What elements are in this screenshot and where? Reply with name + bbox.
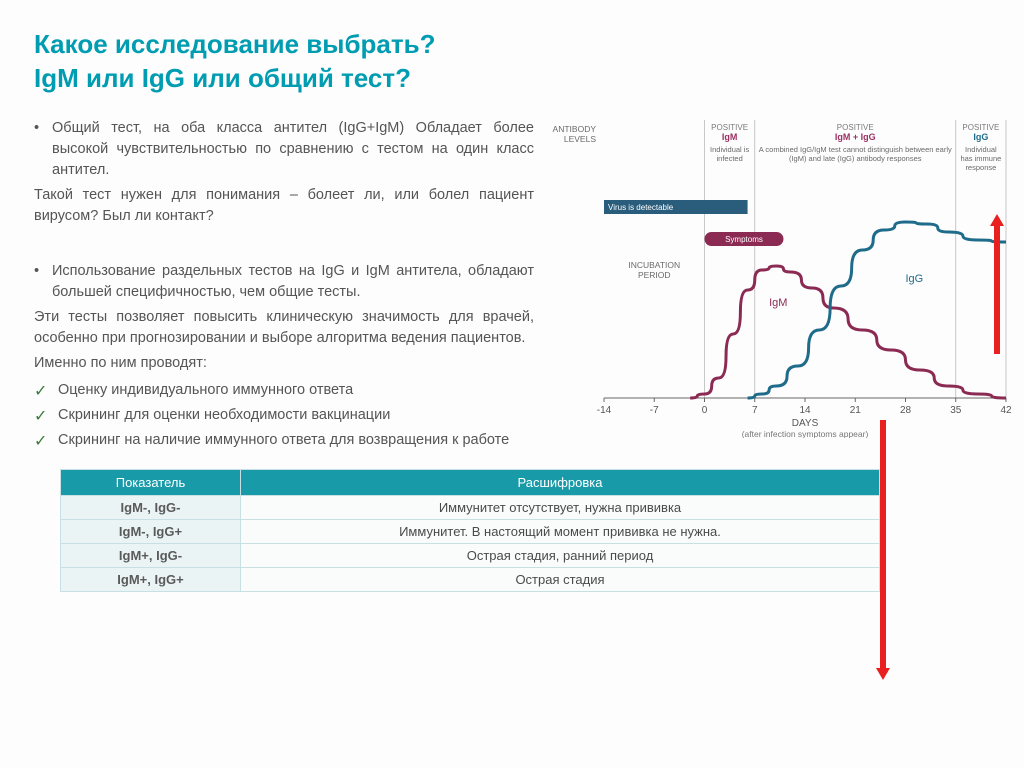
para-1: Такой тест нужен для понимания – болеет … bbox=[34, 185, 534, 227]
row-key: IgM+, IgG- bbox=[61, 544, 241, 568]
title-line1: Какое исследование выбрать? bbox=[34, 29, 435, 59]
svg-text:POSITIVE: POSITIVE bbox=[837, 123, 874, 132]
svg-text:ANTIBODY: ANTIBODY bbox=[553, 124, 597, 134]
row-key: IgM+, IgG+ bbox=[61, 568, 241, 592]
svg-text:7: 7 bbox=[752, 405, 758, 416]
svg-text:14: 14 bbox=[799, 405, 811, 416]
svg-text:IgM: IgM bbox=[769, 297, 787, 309]
check-icon: ✓ bbox=[34, 380, 58, 403]
check-3-text: Скрининг на наличие иммунного ответа для… bbox=[58, 430, 509, 451]
svg-text:-14: -14 bbox=[597, 405, 612, 416]
svg-text:0: 0 bbox=[702, 405, 708, 416]
table-header-2: Расшифровка bbox=[241, 470, 880, 496]
svg-text:INCUBATION: INCUBATION bbox=[628, 260, 680, 270]
svg-text:(IgM) and late (IgG) antibody: (IgM) and late (IgG) antibody responses bbox=[789, 154, 922, 163]
svg-text:IgM: IgM bbox=[722, 132, 738, 142]
svg-text:A combined IgG/IgM test cannot: A combined IgG/IgM test cannot distingui… bbox=[759, 145, 952, 154]
svg-text:POSITIVE: POSITIVE bbox=[962, 123, 999, 132]
row-key: IgM-, IgG- bbox=[61, 496, 241, 520]
bullet-2-text: Использование раздельных тестов на IgG и… bbox=[52, 261, 534, 303]
row-val: Иммунитет. В настоящий момент прививка н… bbox=[241, 520, 880, 544]
row-val: Острая стадия bbox=[241, 568, 880, 592]
check-icon: ✓ bbox=[34, 430, 58, 453]
svg-text:Individual: Individual bbox=[965, 145, 997, 154]
table-row: IgM+, IgG+Острая стадия bbox=[61, 568, 880, 592]
svg-text:IgM + IgG: IgM + IgG bbox=[835, 132, 876, 142]
content-row: • Общий тест, на оба класса антител (IgG… bbox=[34, 118, 990, 456]
svg-text:POSITIVE: POSITIVE bbox=[711, 123, 748, 132]
svg-text:LEVELS: LEVELS bbox=[564, 134, 596, 144]
para-3: Именно по ним проводят: bbox=[34, 353, 534, 374]
table-row: IgM-, IgG-Иммунитет отсутствует, нужна п… bbox=[61, 496, 880, 520]
svg-text:IgG: IgG bbox=[906, 273, 924, 285]
svg-text:-7: -7 bbox=[650, 405, 659, 416]
svg-text:Virus is detectable: Virus is detectable bbox=[608, 203, 674, 212]
title-line2: IgM или IgG или общий тест? bbox=[34, 63, 411, 93]
table-header-1: Показатель bbox=[61, 470, 241, 496]
svg-text:(after infection symptoms appe: (after infection symptoms appear) bbox=[742, 429, 869, 438]
antibody-chart: POSITIVEIgMIndividual isinfectedPOSITIVE… bbox=[552, 118, 1012, 438]
result-table: Показатель Расшифровка IgM-, IgG-Иммунит… bbox=[60, 469, 880, 592]
svg-text:Symptoms: Symptoms bbox=[725, 235, 763, 244]
row-key: IgM-, IgG+ bbox=[61, 520, 241, 544]
table-row: IgM+, IgG-Острая стадия, ранний период bbox=[61, 544, 880, 568]
bullet-icon: • bbox=[34, 261, 52, 303]
svg-text:IgG: IgG bbox=[973, 132, 988, 142]
check-2-text: Скрининг для оценки необходимости вакцин… bbox=[58, 405, 390, 426]
bullet-1: • Общий тест, на оба класса антител (IgG… bbox=[34, 118, 534, 181]
svg-text:response: response bbox=[965, 163, 996, 172]
svg-text:DAYS: DAYS bbox=[792, 418, 819, 429]
svg-text:has immune: has immune bbox=[960, 154, 1001, 163]
para-2: Эти тесты позволяет повысить клиническую… bbox=[34, 307, 534, 349]
check-item-3: ✓Скрининг на наличие иммунного ответа дл… bbox=[34, 430, 534, 453]
bullet-1-text: Общий тест, на оба класса антител (IgG+I… bbox=[52, 118, 534, 181]
svg-text:42: 42 bbox=[1000, 405, 1012, 416]
chart-column: POSITIVEIgMIndividual isinfectedPOSITIVE… bbox=[552, 118, 1012, 456]
page-title: Какое исследование выбрать? IgM или IgG … bbox=[34, 28, 990, 96]
svg-text:PERIOD: PERIOD bbox=[638, 270, 671, 280]
text-column: • Общий тест, на оба класса антител (IgG… bbox=[34, 118, 534, 456]
check-1-text: Оценку индивидуального иммунного ответа bbox=[58, 380, 353, 401]
svg-text:Individual is: Individual is bbox=[710, 145, 749, 154]
check-list: ✓Оценку индивидуального иммунного ответа… bbox=[34, 380, 534, 454]
check-item-1: ✓Оценку индивидуального иммунного ответа bbox=[34, 380, 534, 403]
table-row: IgM-, IgG+Иммунитет. В настоящий момент … bbox=[61, 520, 880, 544]
svg-text:21: 21 bbox=[850, 405, 862, 416]
bullet-icon: • bbox=[34, 118, 52, 181]
arrow-down-icon bbox=[876, 420, 890, 680]
svg-text:35: 35 bbox=[950, 405, 962, 416]
bullet-2: • Использование раздельных тестов на IgG… bbox=[34, 261, 534, 303]
check-icon: ✓ bbox=[34, 405, 58, 428]
row-val: Острая стадия, ранний период bbox=[241, 544, 880, 568]
svg-text:28: 28 bbox=[900, 405, 912, 416]
row-val: Иммунитет отсутствует, нужна прививка bbox=[241, 496, 880, 520]
arrow-up-icon bbox=[990, 214, 1004, 354]
check-item-2: ✓Скрининг для оценки необходимости вакци… bbox=[34, 405, 534, 428]
result-table-wrap: Показатель Расшифровка IgM-, IgG-Иммунит… bbox=[60, 469, 880, 592]
svg-text:infected: infected bbox=[716, 154, 742, 163]
